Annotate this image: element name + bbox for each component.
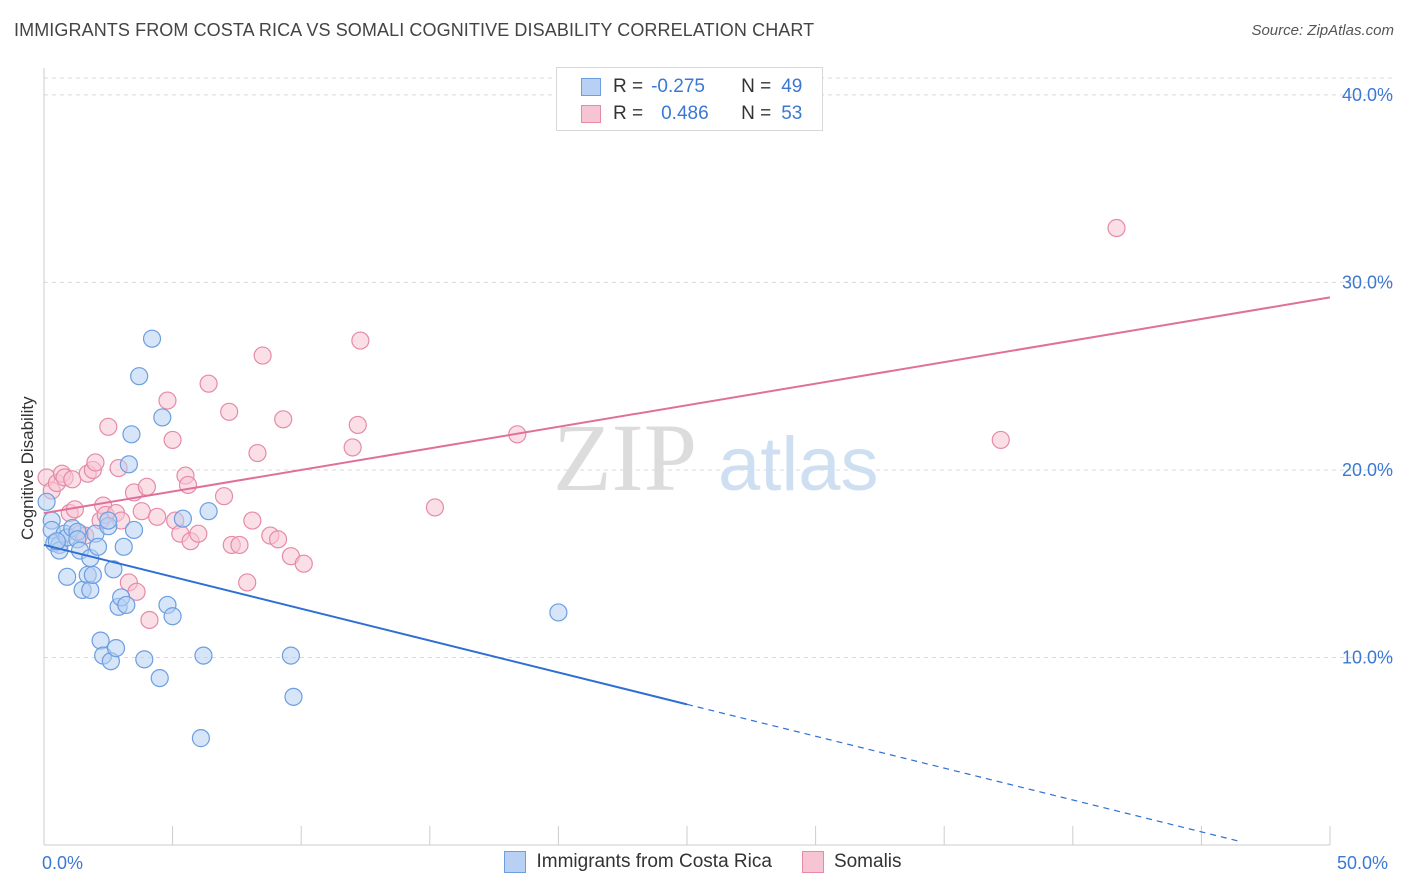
somalis-point xyxy=(99,417,118,436)
r-value: 0.486 xyxy=(661,103,709,124)
costa-rica-point xyxy=(88,537,108,556)
costa-rica-point xyxy=(37,492,56,511)
y-tick-label: 20.0% xyxy=(1342,460,1393,480)
costa-rica-point xyxy=(199,502,218,521)
axes xyxy=(43,68,1331,846)
somalis-point xyxy=(140,610,159,630)
somalis-point xyxy=(148,507,167,526)
stats-box: R = -0.275 N = 49 R = 0.486 N = 53 xyxy=(556,67,823,131)
costa-rica-point xyxy=(153,408,172,427)
somalis-point xyxy=(253,346,272,365)
legend-label: Immigrants from Costa Rica xyxy=(536,851,772,872)
r-value: -0.275 xyxy=(651,76,705,97)
grid-lines xyxy=(44,77,1392,658)
n-value: 53 xyxy=(781,103,803,124)
costa-rica-point xyxy=(284,687,303,706)
y-tick-label: 10.0% xyxy=(1342,647,1393,667)
somalis-point xyxy=(163,430,182,450)
costa-rica-point xyxy=(104,560,123,579)
blue-swatch xyxy=(581,78,601,96)
somalis-points xyxy=(37,218,1126,630)
somalis-point xyxy=(132,502,151,521)
r-label: R = xyxy=(613,103,644,124)
somalis-point xyxy=(214,487,234,506)
costa-rica-point xyxy=(124,520,144,540)
somalis-point xyxy=(158,391,177,410)
costa-rica-point xyxy=(58,567,77,586)
x-tick-min: 0.0% xyxy=(42,853,84,873)
chart-title: IMMIGRANTS FROM COSTA RICA VS SOMALI COG… xyxy=(14,20,815,40)
legend-item-costa-rica[interactable]: Immigrants from Costa Rica xyxy=(504,851,772,873)
watermark-zip: ZIP xyxy=(553,404,697,511)
costa-rica-point xyxy=(106,638,126,658)
somalis-point xyxy=(425,498,445,517)
somalis-point xyxy=(238,573,257,592)
costa-rica-trend-line xyxy=(43,543,688,706)
r-label: R = xyxy=(613,76,644,97)
somalis-point xyxy=(220,402,239,421)
somalis-point xyxy=(1107,218,1126,238)
somalis-point xyxy=(343,438,362,457)
n-label: N = xyxy=(741,76,772,97)
costa-rica-point xyxy=(99,511,118,530)
watermark-atlas: atlas xyxy=(718,422,879,507)
costa-rica-point xyxy=(191,729,210,748)
costa-rica-point xyxy=(119,455,138,474)
somalis-trend-line xyxy=(43,296,1331,515)
somalis-point xyxy=(248,443,267,463)
costa-rica-point xyxy=(194,646,213,665)
somalis-point xyxy=(243,511,262,530)
x-tick-max: 50.0% xyxy=(1337,853,1389,873)
costa-rica-point xyxy=(117,595,136,615)
somalis-point xyxy=(189,524,208,543)
somalis-point xyxy=(991,430,1010,450)
somalis-point xyxy=(137,477,156,496)
n-value: 49 xyxy=(781,76,803,97)
somalis-point xyxy=(199,374,218,393)
somalis-point xyxy=(230,535,249,555)
costa-rica-point xyxy=(135,650,154,669)
costa-rica-point xyxy=(81,580,100,600)
y-tick-label: 40.0% xyxy=(1342,85,1393,105)
y-tick-label: 30.0% xyxy=(1342,272,1393,292)
trend-lines xyxy=(43,296,1331,843)
y-tick-labels: 10.0% 20.0% 30.0% 40.0% xyxy=(1342,85,1393,668)
somalis-point xyxy=(86,453,105,472)
costa-rica-point xyxy=(549,603,568,622)
costa-rica-point xyxy=(91,631,110,650)
somalis-point xyxy=(268,530,288,549)
somalis-point xyxy=(351,331,370,350)
somalis-point xyxy=(348,415,367,435)
costa-rica-point xyxy=(163,607,182,626)
legend: Immigrants from Costa Rica Somalis xyxy=(0,851,1406,873)
n-label: N = xyxy=(741,103,772,124)
legend-label: Somalis xyxy=(833,851,902,872)
costa-rica-point xyxy=(142,329,162,348)
costa-rica-points xyxy=(37,329,568,748)
legend-swatch-blue xyxy=(504,851,527,873)
costa-rica-point xyxy=(281,646,301,665)
costa-rica-point xyxy=(83,565,102,585)
source-label: Source: ZipAtlas.com xyxy=(1251,22,1394,39)
costa-rica-trend-extension xyxy=(686,703,1241,843)
somalis-point xyxy=(294,554,313,573)
y-axis-label: Cognitive Disability xyxy=(18,396,37,540)
legend-swatch-pink xyxy=(801,851,824,873)
costa-rica-point xyxy=(130,367,149,386)
legend-item-somalis[interactable]: Somalis xyxy=(801,851,902,873)
costa-rica-point xyxy=(114,537,133,556)
somalis-point xyxy=(274,410,293,429)
costa-rica-point xyxy=(122,425,141,444)
somalis-point xyxy=(63,470,82,489)
pink-swatch xyxy=(581,105,601,123)
stats-row-somalis: R = 0.486 N = 53 xyxy=(581,101,802,127)
stats-row-costa-rica: R = -0.275 N = 49 xyxy=(581,74,802,100)
costa-rica-point xyxy=(173,509,192,528)
costa-rica-point xyxy=(150,668,169,688)
costa-rica-point xyxy=(47,532,66,551)
